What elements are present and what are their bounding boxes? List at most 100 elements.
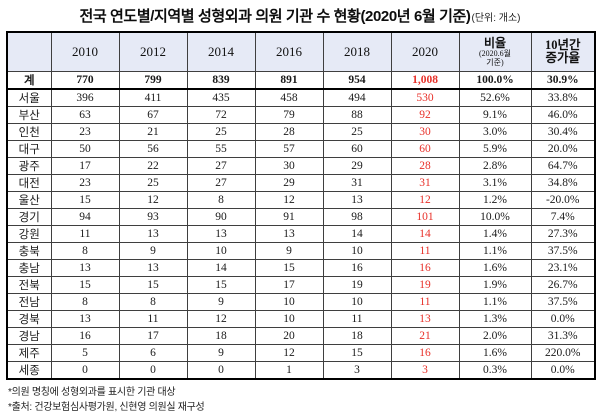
count-value: 6 [118, 344, 188, 362]
count-value: 63 [50, 106, 120, 124]
count-value: 14 [390, 225, 460, 243]
region-label: 서울 [6, 88, 52, 107]
region-label: 대구 [6, 140, 52, 158]
count-value: 954 [322, 71, 392, 90]
count-value: 90 [186, 208, 256, 226]
count-value: 411 [118, 88, 188, 107]
growth-value: 64.7% [530, 157, 596, 175]
count-value: 28 [254, 123, 324, 141]
count-value: 15 [322, 344, 392, 362]
count-value: 0 [186, 361, 256, 380]
count-value: 8 [118, 293, 188, 311]
ratio-value: 3.1% [458, 174, 532, 192]
count-value: 17 [50, 157, 120, 175]
count-value: 23 [50, 174, 120, 192]
ratio-value: 1.6% [458, 344, 532, 362]
region-label: 세종 [6, 361, 52, 380]
count-value: 12 [254, 344, 324, 362]
ratio-value: 5.9% [458, 140, 532, 158]
ratio-value: 1.3% [458, 310, 532, 328]
count-value: 88 [322, 106, 392, 124]
count-value: 11 [118, 310, 188, 328]
region-label: 계 [6, 71, 52, 90]
ratio-value: 100.0% [458, 71, 532, 90]
header-ratio: 비율 (2020.6월 기준) [458, 31, 532, 72]
ratio-header-sub1: (2020.6월 [478, 49, 512, 58]
header-year-2020: 2020 [390, 31, 460, 72]
count-value: 91 [254, 208, 324, 226]
count-value: 25 [322, 123, 392, 141]
region-label: 충북 [6, 242, 52, 260]
count-value: 15 [254, 259, 324, 277]
count-value: 23 [50, 123, 120, 141]
title-unit: (단위: 개소) [471, 13, 521, 24]
count-value: 79 [254, 106, 324, 124]
count-value: 3 [390, 361, 460, 380]
table-row: 부산 63 67 72 79 88 92 9.1% 46.0% [6, 106, 596, 124]
count-value: 31 [322, 174, 392, 192]
count-value: 18 [186, 327, 256, 345]
page-title: 전국 연도별/지역별 성형외과 의원 기관 수 현황(2020년 6월 기준)(… [0, 0, 600, 26]
count-value: 67 [118, 106, 188, 124]
count-value: 30 [390, 123, 460, 141]
count-value: 10 [322, 293, 392, 311]
growth-header-line1: 10년간 [544, 38, 581, 52]
count-value: 396 [50, 88, 120, 107]
count-value: 8 [50, 242, 120, 260]
region-label: 전북 [6, 276, 52, 294]
region-label: 경기 [6, 208, 52, 226]
growth-value: 30.9% [530, 71, 596, 90]
count-value: 60 [390, 140, 460, 158]
growth-value: 20.0% [530, 140, 596, 158]
count-value: 28 [390, 157, 460, 175]
footnote-scope: *의원 명칭에 성형외과를 표시한 기관 대상 [8, 387, 176, 398]
table-row: 경북 13 11 12 10 11 13 1.3% 0.0% [6, 310, 596, 328]
count-value: 20 [254, 327, 324, 345]
ratio-value: 1.2% [458, 191, 532, 209]
count-value: 98 [322, 208, 392, 226]
table-row-total: 계 770 799 839 891 954 1,008 100.0% 30.9% [6, 71, 596, 90]
header-year-2018: 2018 [322, 31, 392, 72]
table-row: 서울 396 411 435 458 494 530 52.6% 33.8% [6, 88, 596, 107]
region-label: 광주 [6, 157, 52, 175]
count-value: 13 [254, 225, 324, 243]
footnotes: *의원 명칭에 성형외과를 표시한 기관 대상 *출처: 건강보험심사평가원, … [8, 385, 600, 415]
count-value: 1 [254, 361, 324, 380]
ratio-value: 10.0% [458, 208, 532, 226]
count-value: 13 [186, 225, 256, 243]
count-value: 3 [322, 361, 392, 380]
growth-value: 37.5% [530, 242, 596, 260]
growth-value: 27.3% [530, 225, 596, 243]
count-value: 25 [186, 123, 256, 141]
table-body: 계 770 799 839 891 954 1,008 100.0% 30.9% 서울 396 411… [6, 71, 596, 380]
count-value: 11 [322, 310, 392, 328]
growth-value: 46.0% [530, 106, 596, 124]
count-value: 13 [118, 259, 188, 277]
ratio-value: 0.3% [458, 361, 532, 380]
count-value: 15 [50, 191, 120, 209]
count-value: 13 [50, 259, 120, 277]
count-value: 16 [322, 259, 392, 277]
growth-value: 30.4% [530, 123, 596, 141]
count-value: 15 [118, 276, 188, 294]
count-value: 93 [118, 208, 188, 226]
count-value: 13 [118, 225, 188, 243]
ratio-value: 2.8% [458, 157, 532, 175]
table-row: 충남 13 13 14 15 16 16 1.6% 23.1% [6, 259, 596, 277]
count-value: 12 [254, 191, 324, 209]
count-value: 94 [50, 208, 120, 226]
growth-value: 0.0% [530, 361, 596, 380]
count-value: 16 [390, 259, 460, 277]
growth-value: 7.4% [530, 208, 596, 226]
count-value: 57 [254, 140, 324, 158]
table-row: 강원 11 13 13 13 14 14 1.4% 27.3% [6, 225, 596, 243]
region-label: 경북 [6, 310, 52, 328]
count-value: 55 [186, 140, 256, 158]
table-row: 울산 15 12 8 12 13 12 1.2% -20.0% [6, 191, 596, 209]
count-value: 29 [322, 157, 392, 175]
growth-value: 31.3% [530, 327, 596, 345]
ratio-header-sub2: 기준) [486, 58, 504, 67]
table-row: 전남 8 8 9 10 10 11 1.1% 37.5% [6, 293, 596, 311]
count-value: 839 [186, 71, 256, 90]
